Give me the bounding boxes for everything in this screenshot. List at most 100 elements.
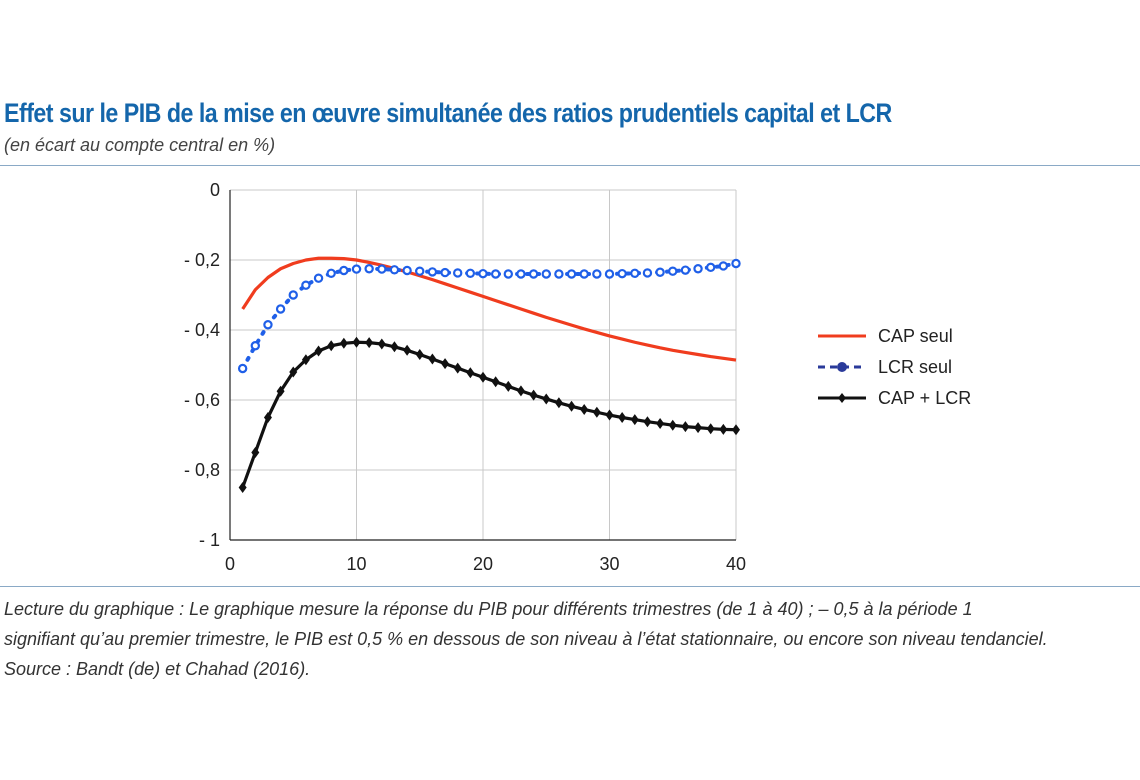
data-point	[440, 267, 450, 278]
top-divider	[0, 165, 1140, 166]
data-point	[706, 262, 716, 273]
data-point	[251, 447, 260, 458]
series-line-1	[240, 261, 738, 371]
data-point	[618, 412, 627, 423]
caption-line-3: Source : Bandt (de) et Chahad (2016).	[4, 659, 311, 679]
data-point	[542, 393, 551, 405]
chart-title: Effet sur le PIB de la mise en œuvre sim…	[4, 98, 892, 128]
data-point	[528, 269, 539, 279]
data-point	[580, 403, 589, 415]
data-point	[668, 266, 678, 276]
chart-caption: Lecture du graphique : Le graphique mesu…	[4, 594, 1134, 684]
data-point	[403, 344, 412, 356]
data-point	[718, 261, 729, 271]
data-point	[365, 337, 374, 349]
chart-legend: CAP seul LCR seul CAP + LCR	[818, 326, 971, 408]
data-point	[567, 400, 576, 412]
data-point	[377, 264, 387, 274]
data-point	[352, 336, 361, 348]
data-point	[706, 423, 715, 435]
data-point	[313, 273, 324, 283]
data-point	[237, 363, 248, 374]
data-point	[554, 269, 564, 279]
data-point	[275, 304, 286, 314]
data-point	[643, 416, 652, 428]
series-line-2	[241, 340, 737, 489]
legend-label: LCR seul	[878, 357, 952, 377]
data-point	[656, 417, 665, 429]
data-point	[693, 264, 703, 274]
data-point	[592, 269, 602, 279]
legend-label: CAP seul	[878, 326, 953, 346]
data-point	[314, 345, 323, 357]
chart-series	[237, 256, 741, 493]
data-point	[427, 267, 438, 277]
data-point	[668, 419, 677, 431]
data-point	[351, 264, 362, 274]
series-line-0	[241, 256, 737, 362]
data-point	[604, 269, 615, 279]
data-point	[516, 385, 525, 397]
x-tick-label: 40	[726, 554, 746, 574]
data-point	[326, 268, 336, 279]
data-point	[339, 337, 348, 349]
data-point	[301, 354, 310, 366]
data-point	[339, 265, 349, 276]
caption-line-2: signifiant qu’au premier trimestre, le P…	[4, 629, 1048, 649]
data-point	[377, 338, 386, 350]
data-point	[655, 267, 665, 277]
data-point	[681, 421, 690, 433]
data-point	[263, 320, 273, 330]
data-point	[503, 269, 513, 279]
y-tick-label: - 0,2	[184, 250, 220, 270]
data-point	[288, 290, 298, 300]
data-point	[731, 258, 741, 269]
data-point	[478, 268, 488, 279]
data-point	[415, 266, 425, 276]
x-tick-label: 0	[225, 554, 235, 574]
data-point	[466, 367, 475, 379]
legend-marker	[837, 362, 847, 372]
data-point	[630, 268, 640, 279]
chart-axes: 0- 0,2- 0,4- 0,6- 0,8- 10 10 20 30 40	[184, 180, 746, 574]
data-point	[441, 358, 450, 370]
data-point	[428, 353, 437, 365]
data-point	[642, 268, 653, 278]
data-point	[630, 414, 639, 426]
data-point	[327, 340, 336, 352]
data-point	[566, 269, 577, 279]
data-point	[453, 268, 463, 278]
data-point	[238, 482, 247, 493]
data-point	[491, 376, 500, 388]
data-point	[554, 397, 563, 409]
data-point	[390, 341, 399, 353]
data-point	[694, 422, 703, 434]
legend-marker	[838, 393, 846, 403]
data-point	[490, 269, 501, 279]
caption-line-1: Lecture du graphique : Le graphique mesu…	[4, 599, 973, 619]
data-point	[465, 268, 476, 279]
data-point	[516, 269, 526, 279]
data-point	[541, 269, 551, 279]
data-point	[605, 409, 614, 421]
data-point	[579, 269, 589, 279]
data-point	[389, 265, 400, 275]
x-tick-label: 20	[473, 554, 493, 574]
data-point	[289, 366, 298, 378]
data-point	[719, 423, 728, 435]
data-point	[504, 380, 513, 392]
data-point	[250, 341, 260, 351]
y-tick-label: - 0,4	[184, 320, 220, 340]
chart-subtitle: (en écart au compte central en %)	[4, 135, 276, 155]
line-chart: 0- 0,2- 0,4- 0,6- 0,8- 10 10 20 30 40 CAP se…	[184, 180, 971, 574]
x-tick-label: 30	[599, 554, 619, 574]
y-tick-label: - 0,6	[184, 390, 220, 410]
data-point	[732, 424, 740, 436]
data-point	[479, 371, 487, 383]
data-point	[301, 280, 311, 290]
y-tick-label: - 0,8	[184, 460, 220, 480]
bottom-divider	[0, 586, 1140, 587]
data-point	[415, 349, 424, 360]
x-tick-label: 10	[346, 554, 366, 574]
y-tick-label: 0	[210, 180, 220, 200]
